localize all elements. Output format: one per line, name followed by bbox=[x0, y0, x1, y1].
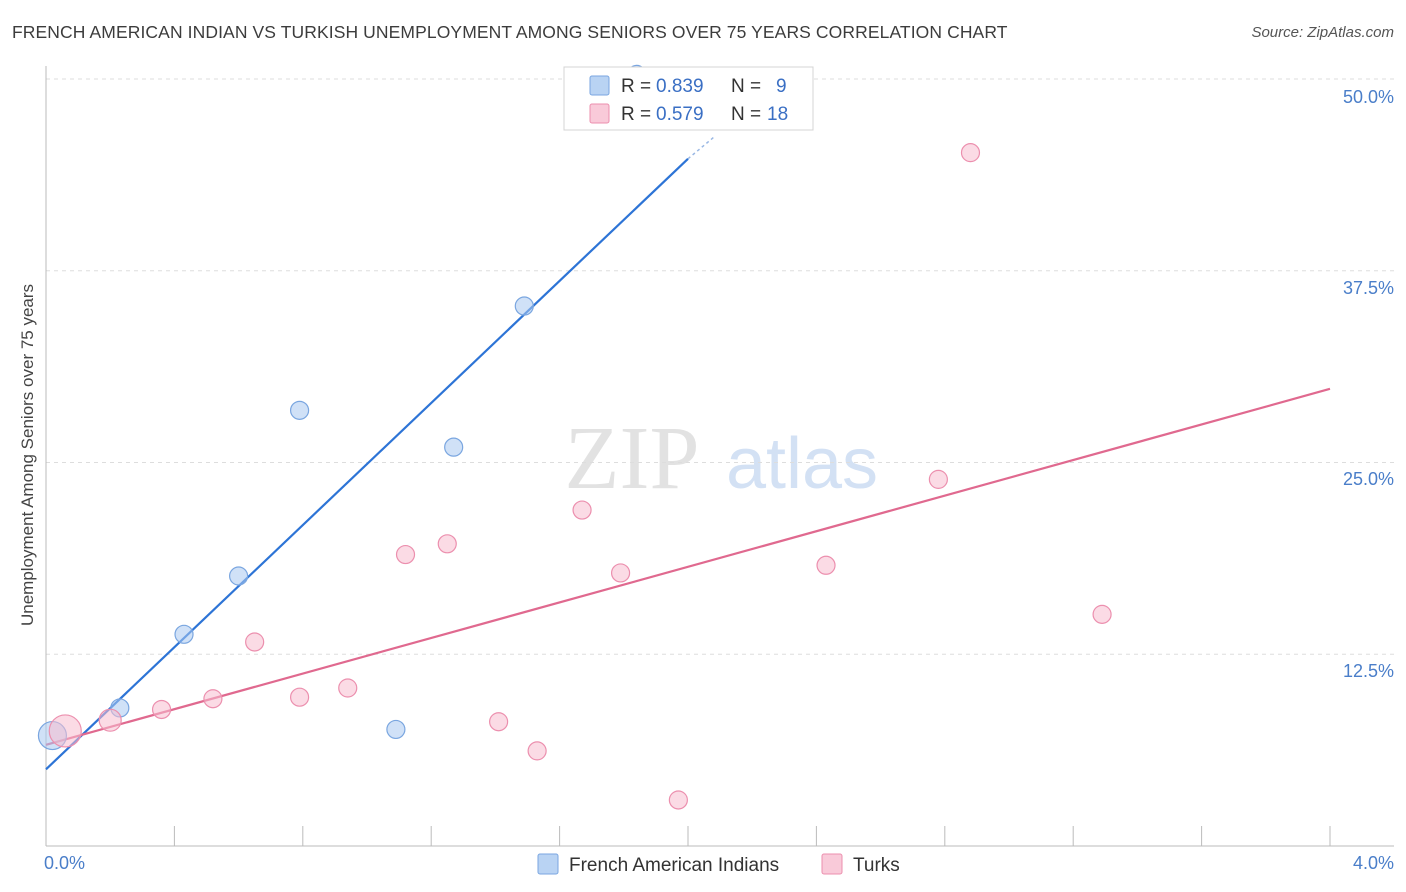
bottom-legend-swatch-french-american-indians bbox=[537, 853, 559, 875]
scatter-point-1-10 bbox=[527, 741, 547, 761]
scatter-point-0-6 bbox=[444, 437, 464, 457]
y-tick-label-50: 50.0% bbox=[1343, 87, 1394, 107]
grid bbox=[46, 78, 1394, 655]
scatter-point-1-7 bbox=[395, 544, 416, 565]
scatter-point-1-12 bbox=[610, 563, 631, 583]
trend-line-1 bbox=[45, 387, 1331, 746]
scatter-point-1-6 bbox=[338, 678, 358, 698]
scatter-point-1-3 bbox=[203, 689, 223, 709]
scatter-point-0-2 bbox=[174, 624, 194, 644]
bottom-legend-label-french-american-indians: French American Indians bbox=[569, 855, 779, 876]
scatter-point-1-11 bbox=[572, 500, 592, 520]
bottom-legend-swatch-turks bbox=[821, 853, 843, 875]
trend-line-0 bbox=[45, 157, 689, 771]
bottom-legend: French American Indians Turks bbox=[537, 853, 900, 876]
scatter-point-1-1 bbox=[98, 708, 122, 732]
legend-swatch-french-american-indians bbox=[589, 75, 610, 96]
watermark: ZIP atlas bbox=[565, 409, 879, 508]
scatter-point-0-4 bbox=[289, 400, 310, 420]
legend-r-label-0: R = bbox=[621, 76, 651, 97]
axes bbox=[45, 66, 1394, 847]
scatter-point-0-7 bbox=[514, 296, 534, 316]
legend-r-label-1: R = bbox=[621, 104, 651, 125]
scatter-point-1-13 bbox=[668, 790, 688, 810]
trend-line-extension-0 bbox=[687, 136, 715, 160]
legend-r-value-1: 0.579 bbox=[656, 104, 704, 125]
scatter-point-1-4 bbox=[245, 632, 265, 652]
scatter-point-1-16 bbox=[960, 143, 981, 163]
scatter-point-0-3 bbox=[229, 566, 249, 586]
legend-n-label-1: N = bbox=[731, 104, 761, 125]
scatter-point-1-17 bbox=[1092, 604, 1112, 624]
watermark-zip: ZIP bbox=[565, 409, 700, 508]
x-tick-label-max: 4.0% bbox=[1353, 853, 1394, 873]
scatter-point-1-0 bbox=[48, 714, 82, 748]
y-tick-label-25: 25.0% bbox=[1343, 469, 1394, 489]
scatter-point-1-5 bbox=[289, 687, 310, 707]
scatter-point-1-2 bbox=[151, 699, 172, 720]
legend-swatch-turks bbox=[589, 103, 610, 124]
legend-n-value-1: 18 bbox=[767, 104, 788, 125]
chart-title: FRENCH AMERICAN INDIAN VS TURKISH UNEMPL… bbox=[12, 22, 1008, 42]
scatter-point-0-5 bbox=[386, 719, 406, 740]
legend-n-label-0: N = bbox=[731, 76, 761, 97]
scatter-point-1-14 bbox=[816, 555, 836, 575]
source-credit: Source: ZipAtlas.com bbox=[1251, 24, 1394, 41]
bottom-legend-label-turks: Turks bbox=[853, 855, 900, 876]
scatter-point-1-8 bbox=[437, 534, 457, 554]
legend-r-value-0: 0.839 bbox=[656, 76, 704, 97]
trend-lines bbox=[45, 136, 1331, 771]
watermark-atlas: atlas bbox=[726, 424, 878, 504]
legend-n-value-0: 9 bbox=[776, 76, 787, 97]
legend-box: R = 0.839 N = 9 R = 0.579 N = 18 bbox=[563, 66, 814, 131]
y-tick-label-37-5: 37.5% bbox=[1343, 278, 1394, 298]
y-tick-label-12-5: 12.5% bbox=[1343, 661, 1394, 681]
scatter-point-1-15 bbox=[928, 469, 948, 489]
scatter-point-1-9 bbox=[489, 712, 509, 732]
y-axis-title: Unemployment Among Seniors over 75 years bbox=[18, 284, 37, 626]
x-tick-label-min: 0.0% bbox=[44, 853, 85, 873]
